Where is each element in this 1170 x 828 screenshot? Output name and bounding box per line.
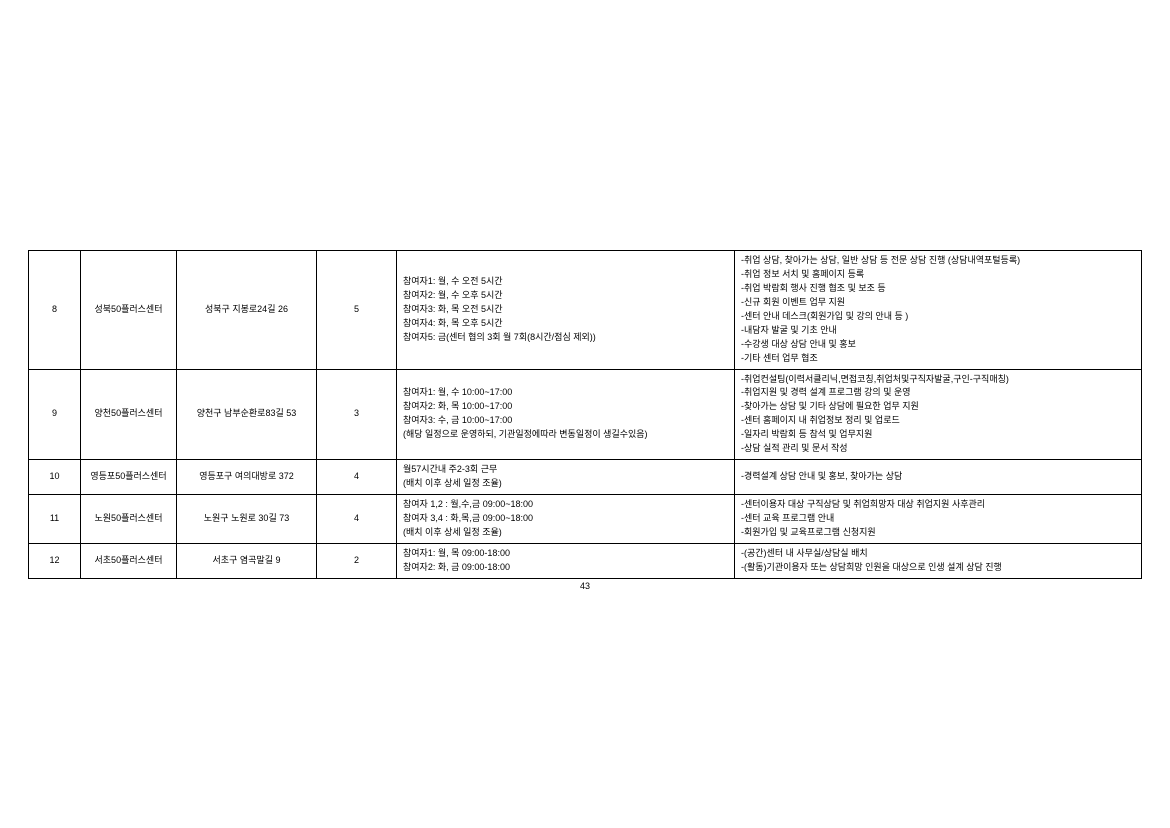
cell-duties: -취업컨설팅(이력서클리닉,면접코칭,취업처및구직자발굴,구인-구직매칭)-취업… xyxy=(735,369,1142,460)
cell-schedule: 참여자 1,2 : 월,수,금 09:00~18:00참여자 3,4 : 화,목… xyxy=(397,495,735,544)
cell-center: 서초50플러스센터 xyxy=(81,543,177,578)
cell-duties: -취업 상담, 찾아가는 상담, 일반 상담 등 전문 상담 진행 (상담내역포… xyxy=(735,251,1142,370)
cell-count: 2 xyxy=(317,543,397,578)
cell-center: 영등포50플러스센터 xyxy=(81,460,177,495)
cell-duties: -(공간)센터 내 사무실/상담실 배치-(활동)기관이용자 또는 상담희망 인… xyxy=(735,543,1142,578)
cell-no: 11 xyxy=(29,495,81,544)
cell-no: 8 xyxy=(29,251,81,370)
cell-address: 성북구 지봉로24길 26 xyxy=(177,251,317,370)
cell-no: 10 xyxy=(29,460,81,495)
table-row: 8성북50플러스센터성북구 지봉로24길 265참여자1: 월, 수 오전 5시… xyxy=(29,251,1142,370)
table-row: 12서초50플러스센터서초구 염곡말길 92참여자1: 월, 목 09:00-1… xyxy=(29,543,1142,578)
cell-schedule: 참여자1: 월, 수 10:00~17:00참여자2: 화, 목 10:00~1… xyxy=(397,369,735,460)
cell-count: 5 xyxy=(317,251,397,370)
cell-address: 양천구 남부순환로83길 53 xyxy=(177,369,317,460)
cell-address: 서초구 염곡말길 9 xyxy=(177,543,317,578)
cell-no: 9 xyxy=(29,369,81,460)
table-row: 11노원50플러스센터노원구 노원로 30길 734참여자 1,2 : 월,수,… xyxy=(29,495,1142,544)
cell-count: 4 xyxy=(317,495,397,544)
cell-address: 노원구 노원로 30길 73 xyxy=(177,495,317,544)
cell-center: 노원50플러스센터 xyxy=(81,495,177,544)
cell-center: 양천50플러스센터 xyxy=(81,369,177,460)
cell-schedule: 월57시간내 주2-3회 근무(배치 이후 상세 일정 조율) xyxy=(397,460,735,495)
cell-no: 12 xyxy=(29,543,81,578)
cell-schedule: 참여자1: 월, 수 오전 5시간참여자2: 월, 수 오후 5시간참여자3: … xyxy=(397,251,735,370)
table-row: 9양천50플러스센터양천구 남부순환로83길 533참여자1: 월, 수 10:… xyxy=(29,369,1142,460)
cell-duties: -센터이용자 대상 구직상담 및 취업희망자 대상 취업지원 사후관리-센터 교… xyxy=(735,495,1142,544)
cell-center: 성북50플러스센터 xyxy=(81,251,177,370)
table-row: 10영등포50플러스센터영등포구 여의대방로 3724월57시간내 주2-3회 … xyxy=(29,460,1142,495)
cell-address: 영등포구 여의대방로 372 xyxy=(177,460,317,495)
cell-count: 4 xyxy=(317,460,397,495)
cell-count: 3 xyxy=(317,369,397,460)
cell-duties: -경력설계 상담 안내 및 홍보, 찾아가는 상담 xyxy=(735,460,1142,495)
page-number: 43 xyxy=(28,581,1142,591)
cell-schedule: 참여자1: 월, 목 09:00-18:00참여자2: 화, 금 09:00-1… xyxy=(397,543,735,578)
schedule-table: 8성북50플러스센터성북구 지봉로24길 265참여자1: 월, 수 오전 5시… xyxy=(28,250,1142,579)
